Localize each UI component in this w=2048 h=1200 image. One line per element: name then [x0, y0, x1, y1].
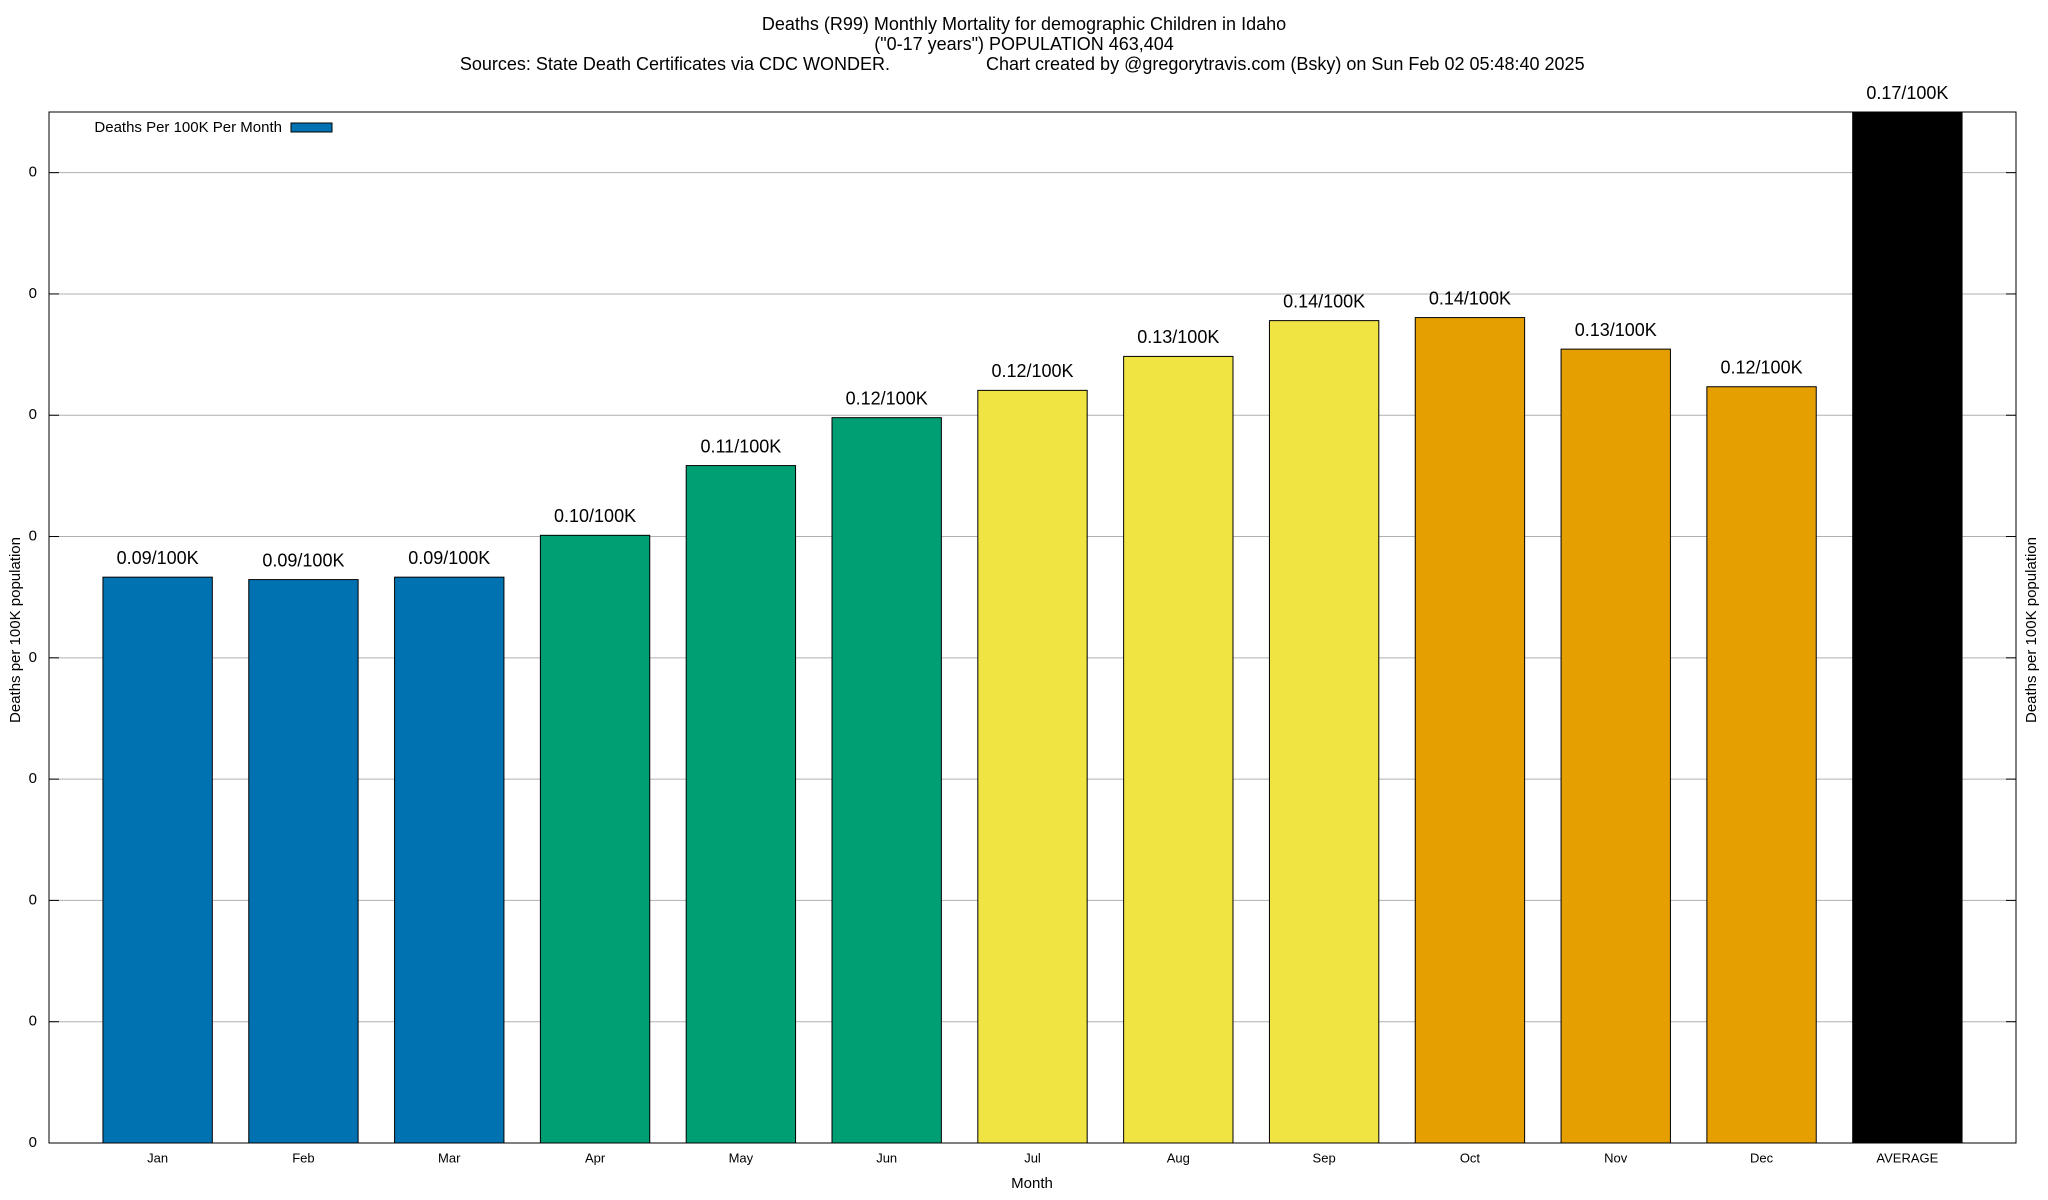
- sources: Sources: State Death Certificates via CD…: [460, 54, 890, 74]
- legend-label: Deaths Per 100K Per Month: [94, 119, 282, 136]
- y-tick-label: 0: [29, 1134, 37, 1151]
- bar: [539, 534, 651, 1144]
- value-label: 0.13/100K: [1575, 320, 1657, 340]
- x-tick-label: Sep: [1313, 1150, 1336, 1165]
- bar: [685, 465, 797, 1144]
- y-tick-label: 0: [29, 164, 37, 181]
- value-label: 0.10/100K: [554, 506, 636, 526]
- x-tick-label: AVERAGE: [1876, 1150, 1938, 1165]
- bar: [102, 576, 213, 1144]
- bar: [1123, 355, 1234, 1144]
- value-label: 0.12/100K: [991, 361, 1073, 381]
- value-label: 0.14/100K: [1283, 291, 1365, 311]
- chart-subtitle: ("0-17 years") POPULATION 463,404: [874, 34, 1174, 54]
- value-label: 0.14/100K: [1429, 288, 1511, 308]
- bar: [1414, 317, 1526, 1144]
- y-tick-label: 0: [29, 285, 37, 302]
- bar: [1560, 348, 1671, 1144]
- x-tick-label: Oct: [1460, 1150, 1481, 1165]
- chart-title: Deaths (R99) Monthly Mortality for demog…: [762, 14, 1286, 34]
- y-tick-label: 0: [29, 406, 37, 423]
- value-label: 0.13/100K: [1137, 327, 1219, 347]
- x-tick-label: Mar: [438, 1150, 461, 1165]
- x-tick-label: Jan: [147, 1150, 168, 1165]
- y-tick-label: 0: [29, 527, 37, 544]
- bar: [248, 579, 359, 1144]
- y2-axis-label: Deaths per 100K population: [2023, 537, 2040, 723]
- value-label: 0.12/100K: [1721, 357, 1803, 377]
- x-tick-label: Aug: [1167, 1150, 1190, 1165]
- x-tick-label: Nov: [1604, 1150, 1628, 1165]
- value-label: 0.09/100K: [117, 548, 199, 568]
- y-axis-label: Deaths per 100K population: [7, 537, 24, 723]
- bar: [1268, 320, 1380, 1144]
- value-label: 0.09/100K: [408, 548, 490, 568]
- bar: [1706, 386, 1817, 1144]
- y-tick-label: 0: [29, 649, 37, 666]
- bar: [394, 576, 505, 1144]
- y-tick-label: 0: [29, 1013, 37, 1030]
- bar: [831, 417, 942, 1144]
- credit: Chart created by @gregorytravis.com (Bsk…: [986, 54, 1585, 74]
- plot-frame: [48, 111, 2017, 1144]
- y-tick-label: 0: [29, 770, 37, 787]
- legend-swatch: [290, 122, 333, 133]
- x-tick-label: Feb: [292, 1150, 314, 1165]
- value-label: 0.12/100K: [846, 388, 928, 408]
- value-label: 0.09/100K: [262, 550, 344, 570]
- y-tick-label: 0: [29, 891, 37, 908]
- x-tick-label: Jun: [876, 1150, 897, 1165]
- value-label: 0.17/100K: [1866, 83, 1948, 103]
- x-tick-label: Dec: [1750, 1150, 1774, 1165]
- x-axis-label: Month: [1011, 1175, 1053, 1192]
- bar: [977, 389, 1088, 1144]
- bar: [1852, 111, 1963, 1144]
- x-tick-label: May: [729, 1150, 754, 1165]
- value-label: 0.11/100K: [701, 436, 782, 456]
- x-tick-label: Apr: [585, 1150, 606, 1165]
- x-tick-label: Jul: [1024, 1150, 1041, 1165]
